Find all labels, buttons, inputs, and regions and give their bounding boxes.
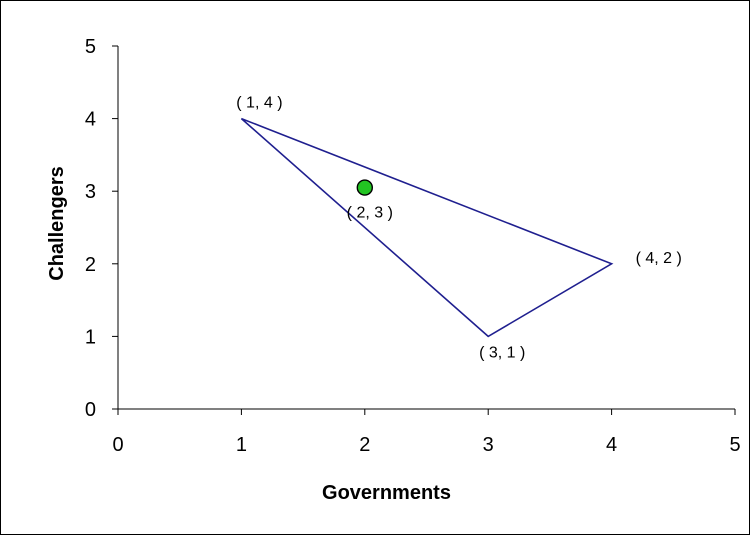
x-tick-label: 5: [729, 434, 740, 456]
x-axis-title: Governments: [322, 482, 451, 504]
x-tick-label: 2: [359, 434, 370, 456]
point-labels: ( 1, 4 ) ( 4, 2 ) ( 3, 1 ) ( 2, 3 ): [236, 95, 682, 362]
x-tick-label: 4: [606, 434, 617, 456]
x-ticks: 0 1 2 3 4 5: [112, 409, 741, 456]
y-ticks: 0 1 2 3 4 5: [85, 36, 118, 421]
marker-point: [356, 179, 373, 196]
triangle-vertex-label: ( 1, 4 ): [236, 95, 282, 112]
axes: [117, 46, 735, 410]
triangle-vertex-label: ( 3, 1 ): [479, 344, 525, 361]
marks: [240, 117, 614, 338]
y-tick-label: 4: [85, 109, 96, 131]
y-tick-label: 5: [85, 36, 96, 58]
y-tick-label: 2: [85, 254, 96, 276]
triangle-vertex-label: ( 4, 2 ): [636, 250, 682, 267]
x-tick-label: 1: [236, 434, 247, 456]
marker-label: ( 2, 3 ): [347, 205, 393, 222]
y-tick-label: 3: [85, 181, 96, 203]
triangle-series: [240, 117, 614, 338]
x-tick-label: 3: [483, 434, 494, 456]
x-tick-label: 0: [112, 434, 123, 456]
y-axis-title: Challengers: [46, 166, 68, 280]
y-tick-label: 1: [85, 326, 96, 348]
y-tick-label: 0: [85, 399, 96, 421]
